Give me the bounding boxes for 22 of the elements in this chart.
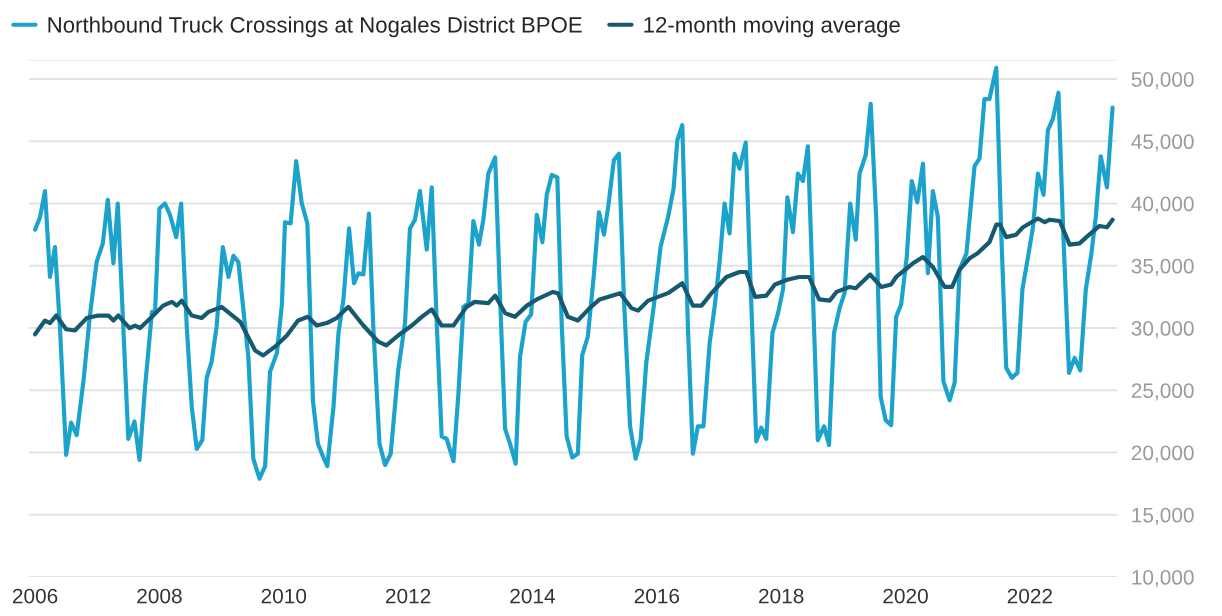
- line-series: [32, 65, 1115, 481]
- x-tick-label: 2008: [137, 588, 182, 604]
- legend-label: 12-month moving average: [644, 16, 900, 38]
- line-series: [32, 216, 1115, 358]
- y-tick-label: 25,000: [1131, 383, 1194, 401]
- x-tick-label: 2012: [385, 588, 431, 604]
- x-tick-label: 2018: [759, 588, 804, 604]
- x-tick-label: 2010: [261, 588, 307, 604]
- x-tick-label: 2016: [634, 588, 680, 604]
- y-tick-label: 10,000: [1132, 570, 1194, 588]
- y-tick-label: 30,000: [1131, 321, 1194, 339]
- x-tick-label: 2020: [883, 588, 928, 604]
- y-tick-label: 35,000: [1131, 258, 1194, 276]
- y-tick-label: 50,000: [1131, 72, 1194, 90]
- y-tick-label: 20,000: [1131, 445, 1194, 463]
- x-tick-label: 2022: [1007, 588, 1052, 604]
- y-tick-label: 15,000: [1132, 507, 1194, 525]
- y-tick-label: 40,000: [1131, 196, 1194, 214]
- x-tick-label: 2006: [12, 588, 58, 604]
- legend-label: Northbound Truck Crossings at Nogales District BPOE: [48, 16, 582, 38]
- y-tick-label: 45,000: [1131, 134, 1194, 152]
- x-tick-label: 2014: [510, 588, 556, 604]
